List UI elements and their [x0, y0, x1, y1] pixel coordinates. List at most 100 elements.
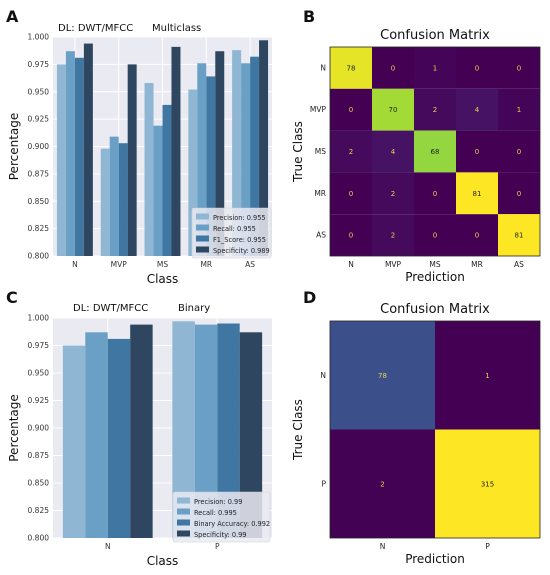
y-tick-label: 0.875 [28, 451, 50, 460]
cm-cell [456, 47, 498, 89]
bar-chart-a: 0.800 0.825 0.850 0.875 0.900 0.925 0.950 0.975… [7, 23, 272, 286]
cm-title: Confusion Matrix [380, 302, 490, 317]
y-tick-label: 0.825 [28, 224, 50, 233]
legend-swatch [196, 235, 209, 242]
cm-value: 1 [485, 372, 489, 380]
bar-n-1 [56, 64, 66, 256]
bar-n-2 [65, 51, 75, 256]
cm-x-axis-label: Prediction [405, 270, 465, 284]
cm-value: 81 [473, 190, 482, 198]
legend-box [191, 207, 272, 259]
legend-entry: Binary Accuracy: 0.992 [194, 520, 270, 528]
y-tick-label: 0.800 [28, 534, 50, 543]
cm-cell [414, 172, 456, 215]
bar-chart-c: 0.800 0.825 0.850 0.875 0.900 0.925 0.950 0.975… [7, 303, 272, 568]
y-tick-label: 0.975 [28, 60, 50, 69]
legend-entry: Specificity: 0.99 [194, 531, 247, 539]
cm-cell [330, 88, 372, 131]
chart-title-right: Binary [178, 303, 210, 314]
cm-cell [456, 172, 498, 215]
legend-swatch [196, 213, 209, 220]
legend-entry: Precision: 0.955 [213, 214, 266, 222]
cm-value: 0 [517, 64, 521, 72]
legend: Precision: 0.99 Recall: 0.995 Binary Accur… [172, 491, 271, 543]
panel-letter-d: D [303, 288, 316, 307]
cm-y-tick-label: N [320, 371, 326, 380]
cm-cell [372, 130, 414, 173]
x-tick-label: MVP [111, 260, 128, 269]
cm-cell [330, 172, 372, 215]
panel-letter-b: B [303, 7, 315, 26]
cm-y-tick-label: MR [314, 189, 326, 198]
bar-p-3 [217, 323, 240, 538]
legend-swatch [177, 508, 190, 515]
bar-p-2 [194, 324, 218, 538]
y-tick-label: 0.925 [28, 396, 50, 405]
cm-cell [456, 130, 498, 173]
y-tick-label: 0.825 [28, 506, 50, 515]
cm-value: 0 [391, 64, 395, 72]
cm-value: 78 [378, 372, 387, 380]
cm-cell [372, 88, 414, 131]
cm-value: 0 [433, 232, 437, 240]
bar-n-3 [74, 57, 84, 257]
cm-y-axis-label: True Class [291, 121, 305, 183]
cm-cell [414, 88, 456, 131]
cm-cell [330, 429, 435, 538]
cm-value: 2 [433, 106, 437, 114]
bar-as-1 [232, 50, 242, 256]
y-tick-label: 0.950 [28, 369, 50, 378]
cm-frame [329, 46, 541, 257]
bar-mvp-3 [118, 143, 128, 256]
legend-swatch [177, 530, 190, 537]
cm-value: 0 [349, 106, 353, 114]
legend-swatch [177, 497, 190, 504]
cm-title: Confusion Matrix [380, 28, 490, 43]
cm-value: 2 [380, 480, 384, 488]
y-tick-label: 0.800 [28, 252, 50, 261]
bar-mr-1 [188, 89, 198, 256]
cm-cell [498, 130, 540, 173]
y-tick-label: 0.925 [28, 115, 50, 124]
bar-ms-1 [144, 82, 154, 257]
bar-p-4 [239, 332, 263, 538]
cm-cell [372, 214, 414, 256]
cm-value: 315 [481, 480, 494, 488]
cm-value: 0 [517, 190, 521, 198]
y-tick-label: 1.000 [28, 33, 50, 42]
cm-x-tick-label: N [348, 260, 354, 269]
cm-value: 4 [391, 148, 396, 156]
cm-cell [372, 172, 414, 215]
cm-x-tick-label: MVP [385, 260, 402, 269]
cm-value: 0 [349, 190, 353, 198]
bar-mvp-1 [100, 148, 110, 256]
bar-mr-3 [206, 76, 216, 256]
cm-cell [372, 47, 414, 89]
bar-n-2 [85, 332, 108, 538]
cm-cell [330, 47, 372, 89]
legend-entry: Precision: 0.99 [194, 498, 242, 506]
bar-ms-4 [171, 46, 181, 257]
bar-as-4 [259, 40, 269, 256]
cm-value: 81 [515, 232, 524, 240]
cm-value: 0 [475, 232, 479, 240]
legend-entry: Recall: 0.955 [213, 225, 256, 233]
legend-entry: F1_Score: 0.955 [213, 236, 266, 244]
cm-value: 0 [349, 232, 353, 240]
bar-n-4 [83, 43, 93, 256]
x-tick-label: P [215, 542, 220, 551]
y-tick-label: 0.850 [28, 479, 50, 488]
cm-y-tick-label: P [321, 479, 326, 488]
cm-value: 4 [475, 106, 480, 114]
cm-cell [330, 214, 372, 256]
x-tick-label: AS [245, 260, 255, 269]
cm-cell [498, 88, 540, 131]
cm-x-axis-label: Prediction [405, 552, 465, 566]
cm-x-tick-label: AS [514, 260, 524, 269]
legend-box [172, 491, 271, 543]
cm-value: 1 [433, 64, 437, 72]
bar-mr-4 [215, 51, 225, 256]
cm-value: 0 [475, 148, 479, 156]
bar-n-1 [62, 345, 86, 538]
